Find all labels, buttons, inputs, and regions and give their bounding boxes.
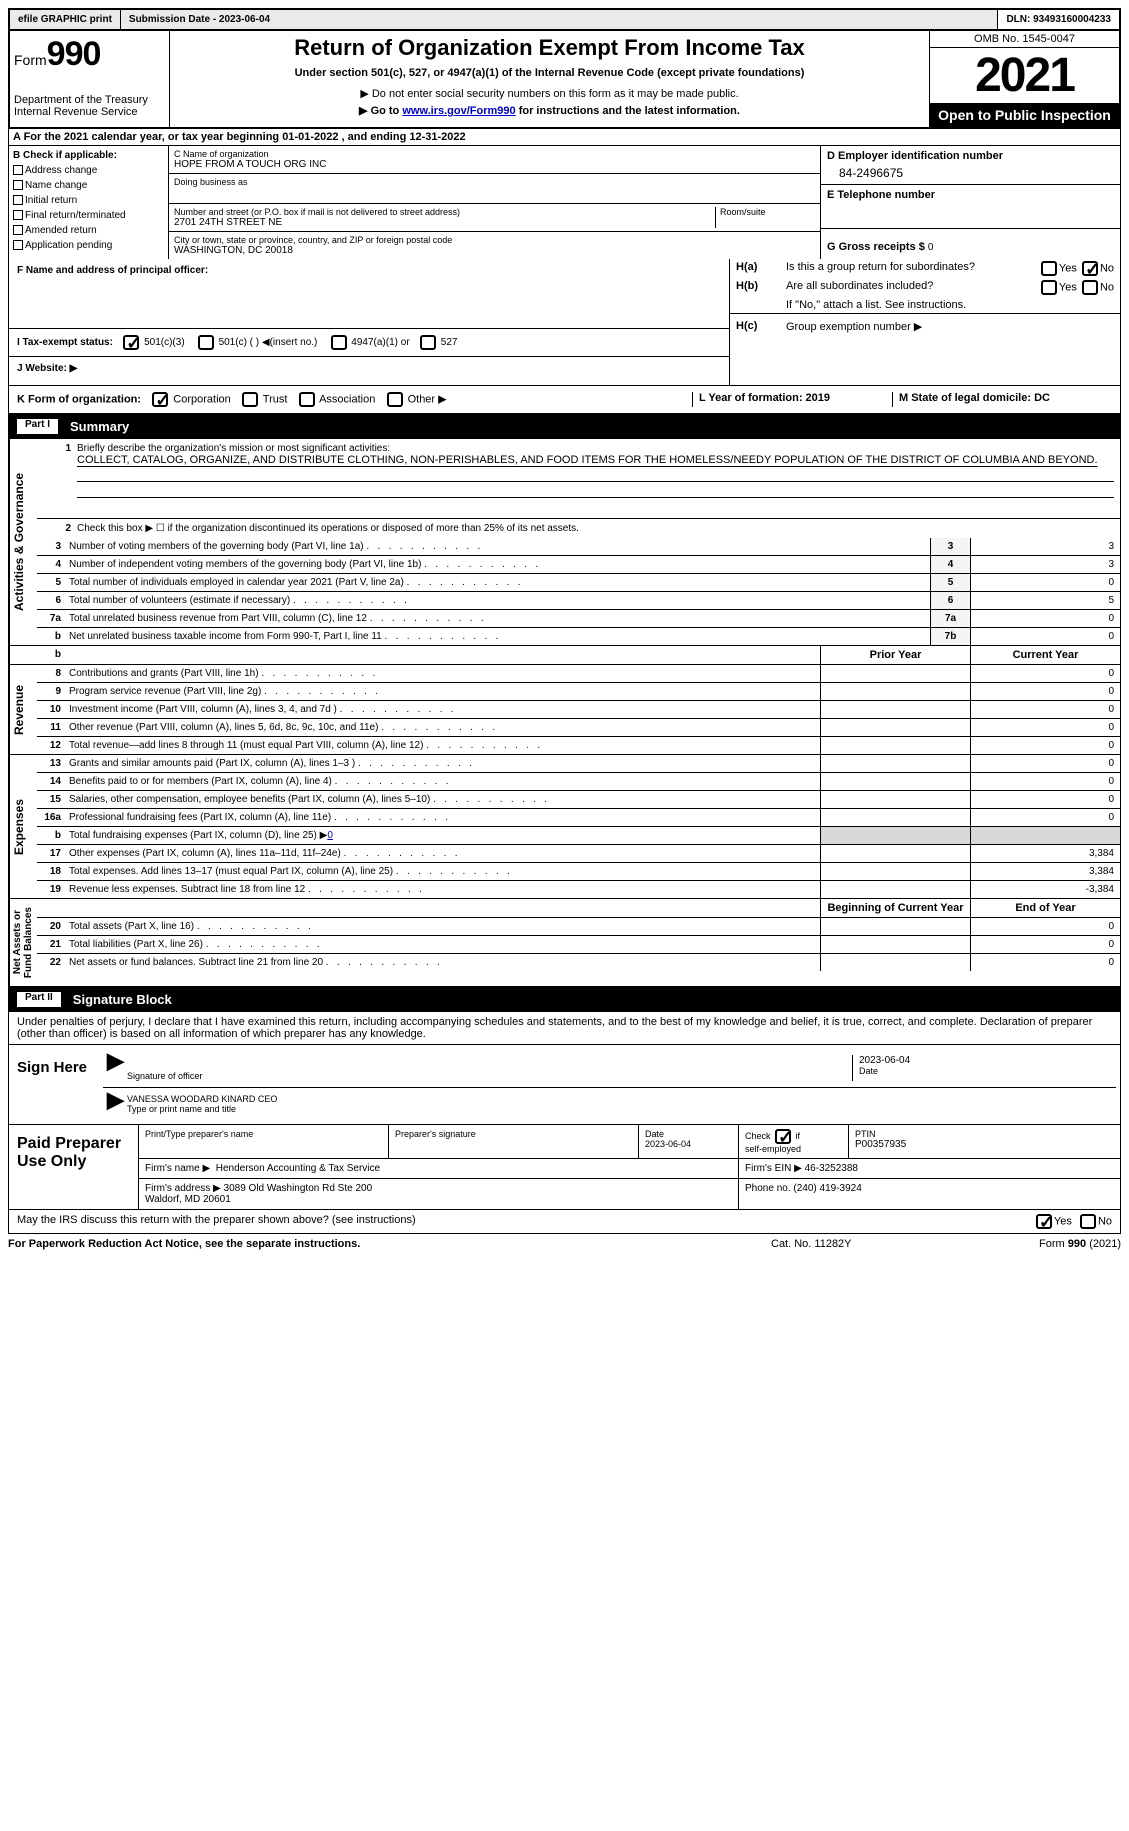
street-address: 2701 24TH STREET NE	[174, 217, 715, 228]
checkbox-column-b: B Check if applicable: Address change Na…	[9, 146, 169, 259]
gross-receipts: 0	[928, 242, 934, 253]
org-name: HOPE FROM A TOUCH ORG INC	[174, 159, 815, 170]
efile-print-button[interactable]: efile GRAPHIC print	[10, 10, 121, 29]
irs-link[interactable]: www.irs.gov/Form990	[402, 105, 515, 117]
ein: 84-2496675	[827, 162, 1114, 180]
form-title-block: Return of Organization Exempt From Incom…	[170, 31, 929, 127]
org-name-label: C Name of organization	[174, 149, 815, 159]
top-bar: efile GRAPHIC print Submission Date - 20…	[8, 8, 1121, 31]
tax-year-line: A For the 2021 calendar year, or tax yea…	[8, 129, 1121, 146]
principal-officer: F Name and address of principal officer:	[9, 259, 729, 329]
year-block: OMB No. 1545-0047 2021 Open to Public In…	[929, 31, 1119, 127]
dln: DLN: 93493160004233	[998, 10, 1119, 29]
website-line: J Website: ▶	[9, 357, 729, 385]
city-state-zip: WASHINGTON, DC 20018	[174, 245, 815, 256]
form-of-org: K Form of organization: Corporation Trus…	[8, 386, 1121, 414]
part2-header: Part II Signature Block	[8, 987, 1121, 1012]
submission-date: Submission Date - 2023-06-04	[121, 10, 999, 29]
tax-exempt-status: I Tax-exempt status: 501(c)(3) 501(c) ( …	[9, 329, 729, 357]
mission: COLLECT, CATALOG, ORGANIZE, AND DISTRIBU…	[77, 454, 1098, 466]
part1-header: Part I Summary	[8, 414, 1121, 439]
form-number-block: Form990 Department of the Treasury Inter…	[10, 31, 170, 127]
